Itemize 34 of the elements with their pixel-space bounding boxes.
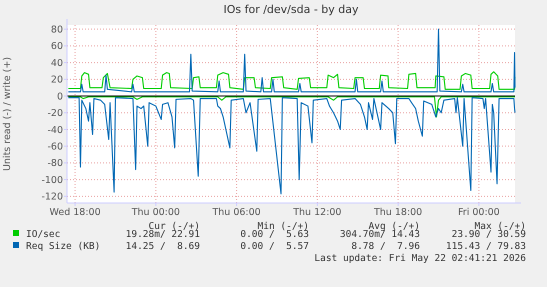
text: 115.43 / 79.83 (446, 241, 526, 252)
text: 0.00 / 5.63 (240, 229, 309, 240)
text: 0.00 / 5.57 (240, 241, 309, 252)
text: Last update: Fri May 22 02:41:21 2026 (314, 253, 526, 264)
legend-label: IO/sec (26, 229, 60, 240)
line-series (68, 71, 516, 90)
y-tick-label: -20 (47, 108, 63, 120)
y-axis-title: Units read (-) / write (+) (2, 56, 13, 172)
x-tick-label: Thu 06:00 (211, 207, 261, 218)
chart-title: IOs for /dev/sda - by day (223, 3, 360, 16)
text: 23.90 / 30.59 (452, 229, 526, 240)
text: 8.78 / 7.96 (351, 241, 420, 252)
y-tick-label: -100 (41, 174, 63, 186)
y-tick-label: 0 (56, 91, 63, 102)
y-tick-label: 40 (50, 58, 63, 69)
y-tick-label: 20 (50, 74, 63, 86)
text: 304.70m/ 14.43 (340, 229, 420, 240)
x-tick-label: Thu 12:00 (292, 207, 342, 218)
y-tick-label: -80 (47, 158, 63, 170)
text: 19.28m/ 22.91 (126, 229, 200, 240)
y-tick-label: -60 (47, 142, 63, 152)
line-series (68, 96, 516, 118)
x-tick-label: Thu 18:00 (372, 207, 422, 218)
y-tick-label: -120 (41, 192, 63, 203)
line-series (68, 97, 516, 194)
y-tick-label: 60 (50, 41, 63, 52)
text: 14.25 / 8.69 (126, 241, 200, 252)
x-tick-label: Wed 18:00 (50, 207, 101, 218)
line-series (68, 28, 516, 92)
y-tick-label: 80 (50, 24, 63, 36)
x-tick-label: Fri 00:00 (458, 207, 500, 218)
y-tick-label: -40 (47, 124, 63, 136)
legend-label: Req Size (KB) (26, 241, 100, 252)
x-tick-label: Thu 00:00 (130, 207, 180, 218)
